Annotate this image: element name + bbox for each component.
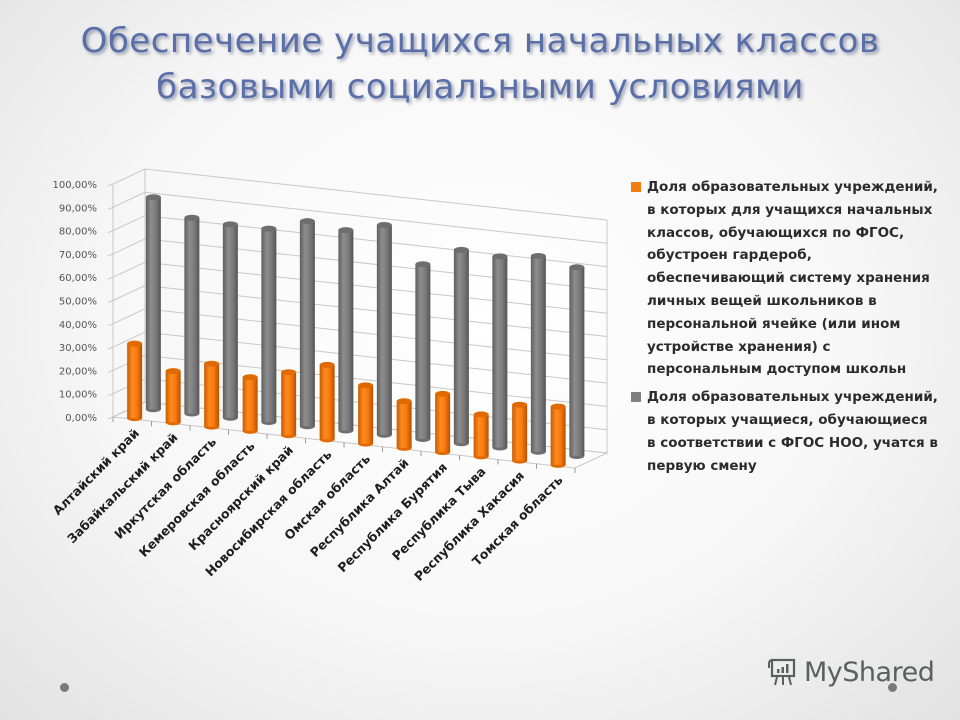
y-tick-label: 30,00% (59, 343, 97, 354)
bar-series-1 (550, 403, 566, 468)
bar-series-1 (127, 340, 143, 422)
bar-series-2 (492, 253, 508, 451)
bar-series-2 (530, 253, 546, 455)
bar-series-1 (319, 361, 335, 443)
y-tick-label: 40,00% (59, 320, 97, 331)
bar-series-1 (204, 360, 220, 430)
legend-item-series-1: Доля образовательных учреждений, в котор… (630, 176, 940, 381)
bar-series-2 (338, 227, 354, 434)
legend-item-series-2: Доля образовательных учреждений, в котор… (630, 386, 940, 477)
chart-legend: Доля образовательных учреждений, в котор… (630, 176, 940, 482)
orange-square-icon (631, 182, 641, 192)
slide-nav-dot-right (888, 683, 897, 692)
y-tick-label: 20,00% (59, 366, 97, 377)
slide-title-line-2: базовыми социальными условиями (156, 67, 804, 107)
bar-series-2 (299, 218, 315, 430)
bar-series-1 (396, 398, 412, 451)
myshared-logo: MyShared (768, 656, 935, 688)
bar-series-2 (145, 194, 161, 413)
slide-nav-dot-left (60, 683, 69, 692)
bar-series-2 (376, 222, 392, 438)
watermark-text: MyShared (804, 656, 935, 688)
gray-square-icon (631, 392, 641, 403)
bar-series-1 (435, 390, 451, 456)
y-axis-tick-labels: 0,00% 10,00% 20,00% 30,00% 40,00% 50,00% 60,00… (53, 180, 98, 424)
bar-series-1 (358, 382, 374, 447)
legend-label: Доля образовательных учреждений, в котор… (647, 179, 938, 378)
presentation-board-icon (768, 658, 796, 686)
y-tick-label: 0,00% (65, 413, 97, 424)
bar-series-2 (261, 225, 277, 425)
bar-series-1 (281, 369, 297, 439)
y-tick-label: 10,00% (59, 390, 97, 401)
bar-series-1 (242, 374, 258, 434)
slide-title-line-1: Обеспечение учащихся начальных классов (80, 21, 880, 61)
slide-title: Обеспечение учащихся начальных классов б… (0, 18, 960, 110)
chart-bars (127, 194, 585, 468)
bar-series-2 (184, 214, 200, 417)
bar-series-2 (569, 264, 585, 459)
bar-series-1 (473, 411, 489, 460)
bar-series-2 (415, 261, 431, 442)
chart-walls (107, 168, 609, 473)
bar-series-1 (512, 401, 528, 464)
y-tick-label: 50,00% (59, 297, 97, 308)
bar-series-1 (165, 368, 181, 426)
y-tick-label: 90,00% (59, 203, 97, 214)
bar-series-2 (453, 246, 469, 447)
y-tick-label: 70,00% (59, 250, 97, 261)
bar-series-2 (222, 221, 238, 421)
y-tick-label: 60,00% (59, 273, 97, 284)
y-tick-label: 80,00% (59, 227, 97, 238)
legend-label: Доля образовательных учреждений, в котор… (647, 389, 938, 474)
y-tick-label: 100,00% (53, 180, 98, 191)
